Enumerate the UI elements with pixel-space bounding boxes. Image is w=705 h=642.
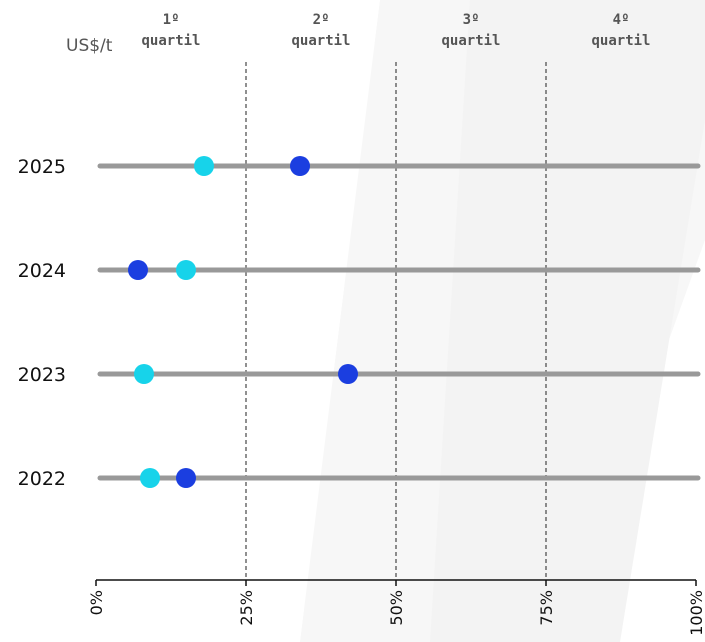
quartile-label-ordinal: 2º [313, 12, 330, 28]
quartile-label-ordinal: 3º [463, 12, 480, 28]
data-point-series-1 [176, 468, 196, 488]
data-point-series-1 [128, 260, 148, 280]
x-tick-label: 0% [87, 590, 106, 615]
quartile-label-ordinal: 4º [613, 12, 630, 28]
quartile-label-word: quartil [591, 33, 650, 49]
x-tick-label: 75% [537, 590, 556, 626]
bg-band [430, 0, 705, 642]
x-tick-label: 100% [687, 590, 705, 636]
data-point-series-2 [140, 468, 160, 488]
year-label: 2023 [18, 364, 66, 386]
year-label: 2025 [18, 156, 66, 178]
data-point-series-1 [290, 156, 310, 176]
year-label: 2022 [18, 468, 66, 490]
data-point-series-2 [134, 364, 154, 384]
data-points [128, 156, 358, 488]
x-tick-label: 25% [237, 590, 256, 626]
data-point-series-2 [194, 156, 214, 176]
x-axis: 0% 25% 50% 75% 100% [87, 579, 705, 636]
year-label: 2024 [18, 260, 66, 282]
quartile-label-word: quartil [141, 33, 200, 49]
background-decoration [300, 0, 705, 642]
quartile-label-word: quartil [441, 33, 500, 49]
x-tick-label: 50% [387, 590, 406, 626]
unit-label: US$/t [66, 36, 113, 56]
data-point-series-1 [338, 364, 358, 384]
data-point-series-2 [176, 260, 196, 280]
labels: US$/t 1º quartil 2º quartil 3º quartil 4º quart… [18, 12, 651, 490]
quartile-label-ordinal: 1º [163, 12, 180, 28]
quartile-label-word: quartil [291, 33, 350, 49]
quartile-guides [245, 62, 547, 580]
